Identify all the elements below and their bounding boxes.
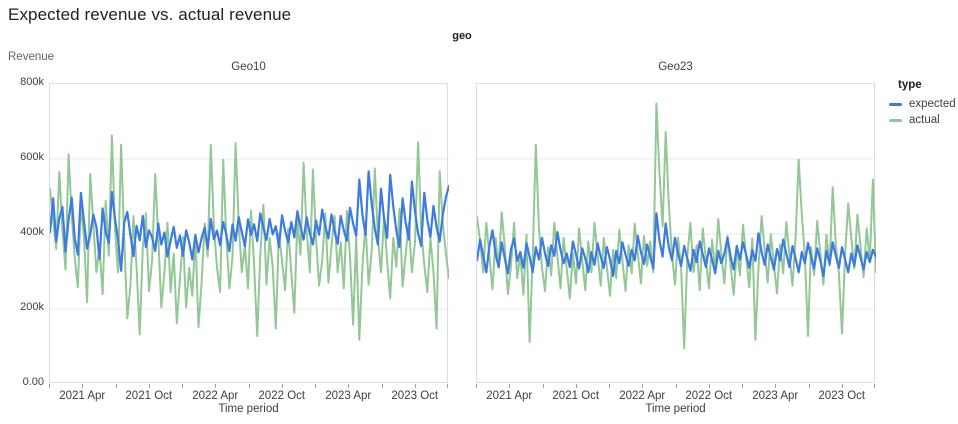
facet-dimension-label: geo: [452, 30, 472, 42]
y-tick-label: 400k: [20, 226, 44, 238]
x-tick-label: 2023 Oct: [391, 390, 439, 402]
x-tick-mark: [182, 384, 183, 388]
x-tick-mark: [315, 384, 316, 388]
x-tick-mark: [49, 384, 50, 388]
x-tick-label: 2022 Apr: [192, 390, 239, 402]
x-tick-mark: [609, 384, 610, 388]
legend-title: type: [898, 79, 922, 91]
x-tick-mark: [476, 384, 477, 388]
x-axis-title-geo10: Time period: [218, 403, 279, 415]
x-tick-mark: [148, 384, 150, 388]
x-tick-mark: [447, 384, 448, 388]
expected-series-swatch-icon: [889, 102, 902, 106]
line-plot-geo10: [50, 134, 449, 341]
x-tick-label: 2021 Oct: [552, 390, 600, 402]
x-tick-mark: [281, 384, 283, 388]
x-tick-mark: [248, 384, 250, 388]
x-tick-mark: [381, 384, 383, 388]
actual-series-swatch-icon: [889, 118, 902, 122]
x-tick-label: 2023 Apr: [325, 390, 372, 402]
legend-item-label: actual: [909, 114, 940, 126]
legend-item-actual[interactable]: actual: [889, 112, 956, 128]
x-tick-label: 2023 Oct: [818, 390, 866, 402]
legend-item-label: expected: [909, 98, 956, 110]
x-tick-mark: [348, 384, 350, 388]
x-tick-mark: [708, 384, 710, 388]
x-tick-mark: [675, 384, 677, 388]
legend-item-expected[interactable]: expected: [889, 96, 956, 112]
x-tick-mark: [642, 384, 644, 388]
x-tick-mark: [742, 384, 743, 388]
x-tick-label: 2022 Oct: [685, 390, 733, 402]
page-title: Expected revenue vs. actual revenue: [8, 5, 292, 24]
x-tick-mark: [115, 384, 117, 388]
x-tick-mark: [542, 384, 544, 388]
x-tick-mark: [575, 384, 577, 388]
x-tick-label: 2021 Apr: [486, 390, 533, 402]
y-axis-title: Revenue: [8, 51, 55, 63]
x-tick-mark: [775, 384, 777, 388]
x-tick-mark: [841, 384, 843, 388]
x-tick-label: 2021 Oct: [125, 390, 173, 402]
x-tick-mark: [874, 384, 875, 388]
x-tick-label: 2023 Apr: [752, 390, 799, 402]
x-tick-label: 2021 Apr: [59, 390, 106, 402]
x-tick-label: 2022 Apr: [619, 390, 666, 402]
facet-title-geo23: Geo23: [658, 61, 693, 73]
x-tick-mark: [215, 384, 217, 388]
y-tick-label: 600k: [20, 151, 44, 163]
legend: type expected actual: [889, 79, 956, 128]
x-axis-title-geo23: Time period: [645, 403, 706, 415]
x-tick-mark: [82, 384, 84, 388]
y-axis-tick-labels: 800k 600k 400k 200k 0.00: [0, 76, 44, 388]
plot-panel-geo10[interactable]: [49, 83, 449, 383]
x-tick-mark: [509, 384, 511, 388]
x-tick-mark: [414, 384, 416, 388]
facet-title-geo10: Geo10: [231, 61, 266, 73]
x-axis-geo23: 2021 Apr 2021 Oct 2022 Apr 2022 Oct 2023 Apr…: [476, 384, 875, 420]
x-axis-geo10: 2021 Apr 2021 Oct 2022 Apr 2022 Oct 2023 Apr…: [49, 384, 448, 420]
y-tick-label: 200k: [20, 301, 44, 313]
x-tick-mark: [808, 384, 810, 388]
plot-panel-geo23[interactable]: [476, 83, 876, 383]
line-plot-geo23: [477, 102, 876, 350]
x-tick-label: 2022 Oct: [258, 390, 306, 402]
y-tick-label: 800k: [20, 76, 44, 88]
y-tick-label: 0.00: [22, 376, 44, 388]
